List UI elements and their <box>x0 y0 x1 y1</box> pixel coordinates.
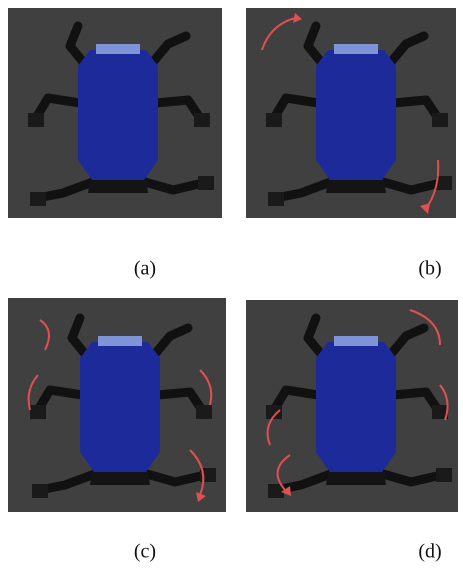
panel-b <box>246 8 456 218</box>
panel-d <box>246 300 458 512</box>
panel-label: (a) <box>134 258 156 280</box>
panel-label: (d) <box>418 541 441 563</box>
panel-c <box>8 298 226 512</box>
panel-label: (b) <box>418 258 441 280</box>
figure: (a) (b) (c) (d) <box>0 0 463 569</box>
panel-label: (c) <box>134 541 156 563</box>
panel-a <box>8 8 222 218</box>
